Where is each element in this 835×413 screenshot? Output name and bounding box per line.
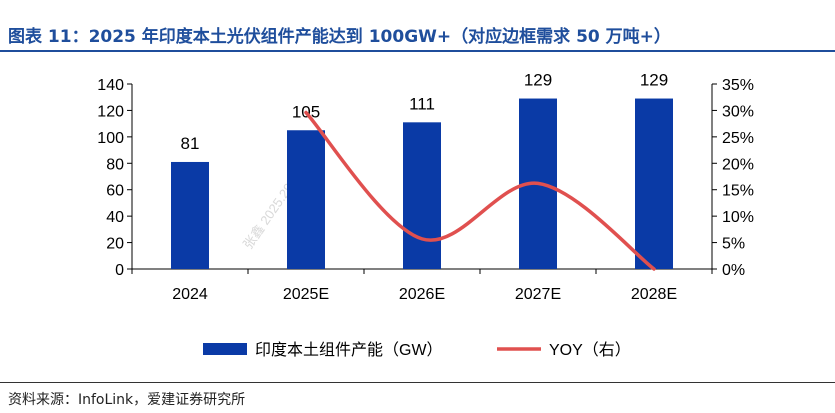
right-tick-label: 15% <box>722 183 754 200</box>
left-tick-label: 120 <box>97 103 124 120</box>
x-category-label: 2026E <box>399 286 445 303</box>
x-category-label: 2028E <box>631 286 677 303</box>
bar-data-label: 111 <box>409 94 435 113</box>
bar-data-label: 129 <box>524 71 552 90</box>
bar-capacity <box>403 122 441 269</box>
x-category-label: 2025E <box>283 286 329 303</box>
left-tick-label: 100 <box>97 130 124 147</box>
bar-data-label: 81 <box>181 134 200 153</box>
left-tick-label: 0 <box>115 262 124 279</box>
left-tick-label: 140 <box>97 77 124 94</box>
left-tick-label: 40 <box>106 209 124 226</box>
right-tick-label: 35% <box>722 77 754 94</box>
legend-line-label: YOY（右） <box>549 341 631 359</box>
x-category-label: 2027E <box>515 286 561 303</box>
yoy-line <box>304 110 656 271</box>
x-category-label: 2024 <box>172 286 208 303</box>
legend-bar-label: 印度本土组件产能（GW） <box>255 341 443 359</box>
left-tick-label: 20 <box>106 236 124 253</box>
right-tick-label: 5% <box>722 236 745 253</box>
bar-capacity <box>171 161 209 269</box>
legend-bar-swatch <box>203 343 247 355</box>
chart-title: 图表 11：2025 年印度本土光伏组件产能达到 100GW+（对应边框需求 5… <box>8 27 671 47</box>
source-note: 资料来源：InfoLink，爱建证券研究所 <box>8 392 246 408</box>
bar-data-label: 129 <box>640 71 668 90</box>
title-rule <box>0 50 835 52</box>
right-tick-label: 0% <box>722 262 745 279</box>
bar-capacity <box>287 130 325 269</box>
right-tick-label: 20% <box>722 156 754 173</box>
bar-capacity <box>635 98 673 270</box>
left-tick-label: 80 <box>106 156 124 173</box>
left-tick-label: 60 <box>106 183 124 200</box>
right-tick-label: 25% <box>722 130 754 147</box>
right-tick-label: 30% <box>722 103 754 120</box>
source-rule <box>0 382 835 383</box>
right-tick-label: 10% <box>722 209 754 226</box>
